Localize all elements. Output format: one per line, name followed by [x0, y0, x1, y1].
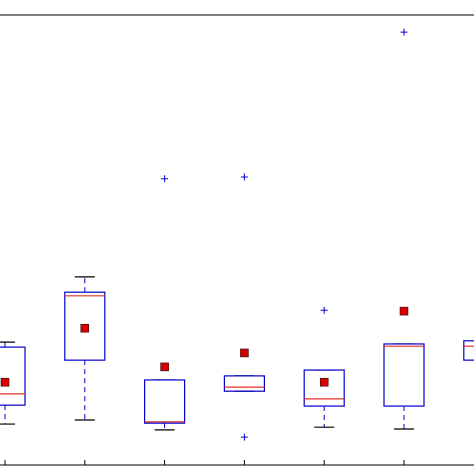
box	[64, 291, 106, 361]
outlier	[240, 433, 248, 441]
mean-marker	[0, 377, 10, 387]
box	[383, 343, 425, 407]
outlier	[400, 28, 408, 36]
outlier	[320, 306, 328, 314]
box	[463, 340, 474, 361]
outlier	[161, 175, 169, 183]
box	[144, 379, 186, 424]
box	[223, 375, 265, 392]
box	[0, 346, 26, 406]
mean-marker	[160, 362, 169, 372]
box	[303, 369, 345, 407]
outlier	[240, 173, 248, 181]
mean-marker	[319, 377, 329, 387]
mean-marker	[399, 306, 409, 316]
mean-marker	[80, 323, 90, 333]
mean-marker	[240, 348, 249, 358]
